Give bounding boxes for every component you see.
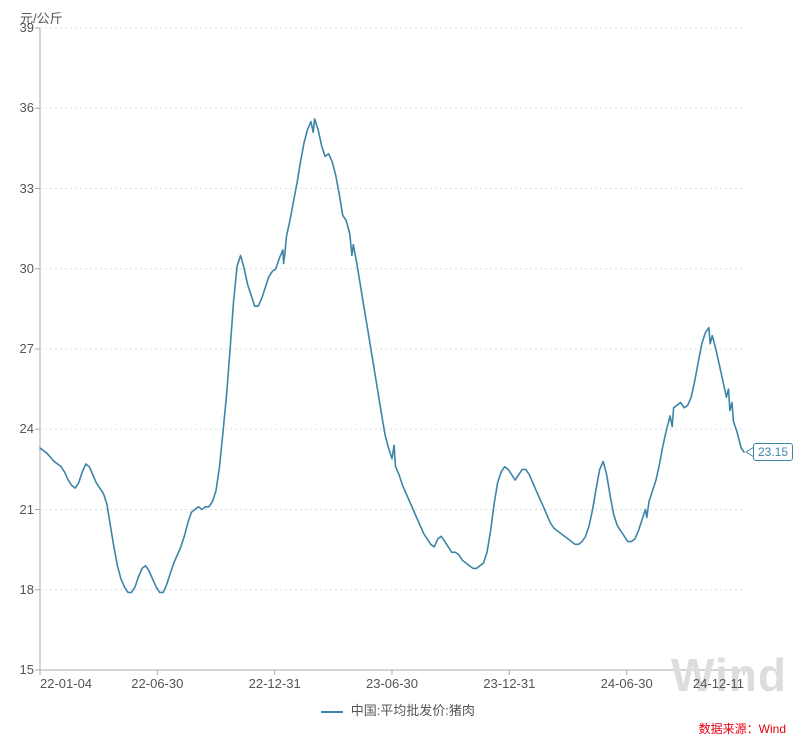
watermark: Wind	[671, 648, 787, 702]
legend-label: 中国:平均批发价:猪肉	[351, 703, 475, 718]
last-value-box: 23.15	[753, 443, 793, 461]
x-tick-label: 24-12-11	[693, 676, 744, 691]
plot-svg	[0, 0, 796, 741]
legend: 中国:平均批发价:猪肉	[0, 700, 796, 719]
y-tick-label: 24	[0, 421, 34, 436]
y-tick-label: 30	[0, 261, 34, 276]
y-tick-label: 36	[0, 100, 34, 115]
y-tick-label: 27	[0, 341, 34, 356]
last-value-text: 23.15	[758, 445, 788, 459]
y-tick-label: 39	[0, 20, 34, 35]
x-tick-label: 23-12-31	[483, 676, 535, 691]
x-tick-label: 22-06-30	[131, 676, 183, 691]
chart-container: 元/公斤 Wind 中国:平均批发价:猪肉 数据来源：Wind 23.15 15…	[0, 0, 796, 741]
legend-swatch	[321, 711, 343, 713]
y-tick-label: 21	[0, 502, 34, 517]
source-label: 数据来源：Wind	[699, 720, 786, 737]
x-tick-label: 24-06-30	[601, 676, 653, 691]
y-tick-label: 15	[0, 662, 34, 677]
x-tick-label: 22-12-31	[249, 676, 301, 691]
x-tick-label: 23-06-30	[366, 676, 418, 691]
x-tick-label: 22-01-04	[40, 676, 92, 691]
y-tick-label: 18	[0, 582, 34, 597]
y-tick-label: 33	[0, 181, 34, 196]
